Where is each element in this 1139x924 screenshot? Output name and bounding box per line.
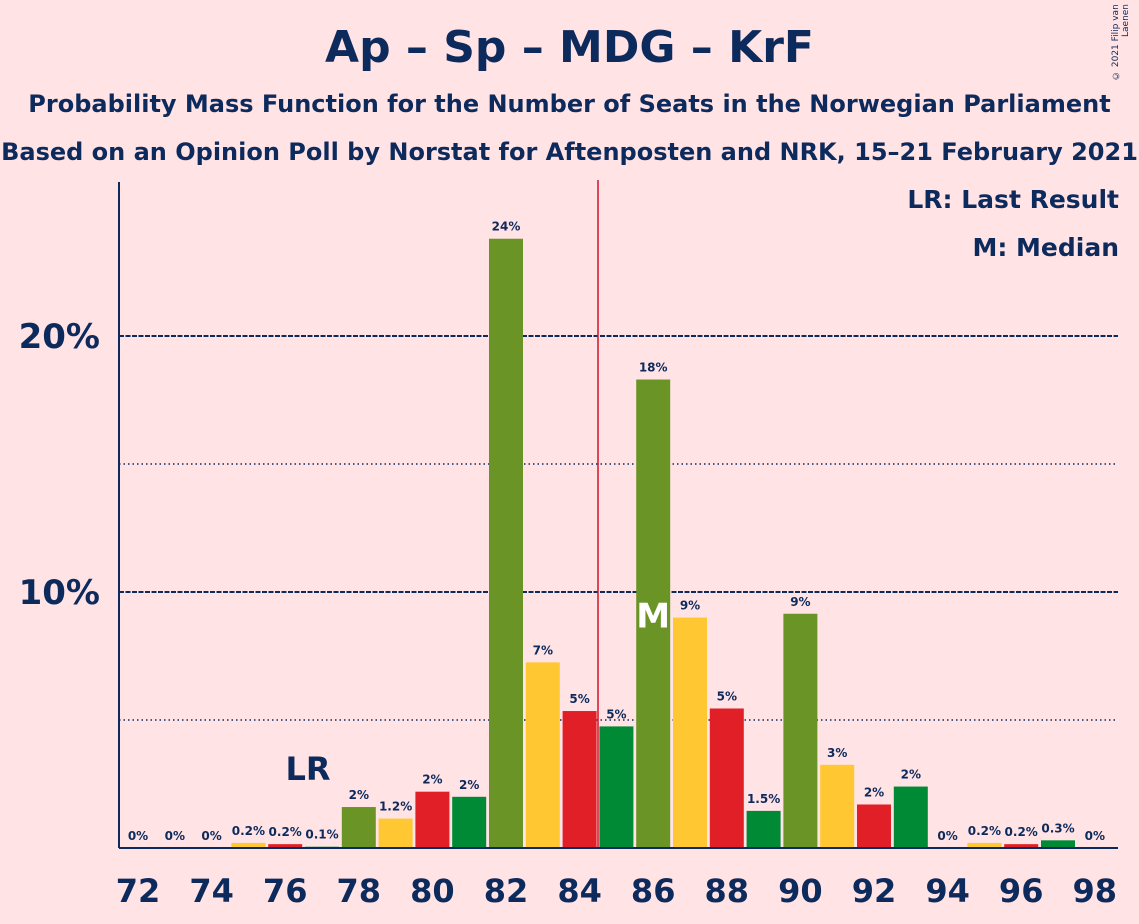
- bar-value-label: 3%: [827, 746, 847, 760]
- bar-seat-84: [562, 711, 597, 848]
- bar-value-label: 1.5%: [747, 792, 780, 806]
- bar-seat-88: [709, 708, 744, 848]
- x-tick-label: 72: [116, 872, 161, 910]
- bar-seat-81: [452, 796, 487, 848]
- bar-seat-91: [820, 764, 855, 848]
- x-tick-label: 96: [999, 872, 1044, 910]
- bar-seat-83: [525, 662, 560, 848]
- bar-value-label: 9%: [790, 595, 810, 609]
- x-tick-label: 78: [337, 872, 382, 910]
- bar-seat-96: [1004, 844, 1039, 848]
- bar-value-label: 5%: [569, 692, 589, 706]
- bar-value-label: 0%: [937, 829, 957, 843]
- chart-subtitle: Probability Mass Function for the Number…: [28, 90, 1111, 118]
- x-tick-label: 86: [631, 872, 676, 910]
- bar-seat-97: [1041, 840, 1075, 848]
- median-marker: M: [636, 597, 670, 637]
- x-tick-label: 90: [778, 872, 823, 910]
- bar-value-label: 7%: [533, 643, 553, 657]
- bar-value-label: 2%: [422, 773, 442, 787]
- bar-seat-82: [489, 238, 523, 849]
- bar-seat-76: [268, 844, 303, 848]
- bar-value-label: 0.2%: [1005, 825, 1038, 839]
- chart-subtitle-poll: Based on an Opinion Poll by Norstat for …: [1, 138, 1138, 166]
- bar-value-label: 0%: [201, 829, 221, 843]
- x-tick-label: 76: [263, 872, 308, 910]
- x-tick-label: 82: [484, 872, 529, 910]
- x-tick-label: 98: [1073, 872, 1118, 910]
- bar-value-label: 0%: [1085, 829, 1105, 843]
- bar-value-label: 0.1%: [305, 828, 338, 842]
- legend-last-result: LR: Last Result: [907, 185, 1119, 214]
- x-tick-label: 88: [705, 872, 750, 910]
- x-tick-label: 80: [410, 872, 455, 910]
- y-tick-label: 20%: [19, 317, 100, 357]
- axes: 10% 20% 72 74 76 78 80 82 84 86 88 90 92 94 96 98: [19, 182, 1118, 910]
- chart-title: Ap – Sp – MDG – KrF: [325, 22, 814, 73]
- x-tick-label: 84: [557, 872, 602, 910]
- last-result-marker: LR: [285, 750, 330, 788]
- bar-seat-79: [378, 818, 413, 848]
- bar-value-label: 18%: [639, 361, 668, 375]
- annotations: 0% 0% 0% 0.2% 0.2% 0.1%2%1.2%2% 2%24%7%5%5%18%…: [128, 180, 1105, 848]
- bar-seat-90: [783, 613, 818, 848]
- bar-value-label: 2%: [459, 778, 479, 792]
- bar-seat-86: [636, 379, 671, 848]
- bar-seat-78: [341, 807, 376, 848]
- bar-value-label: 9%: [680, 599, 700, 613]
- bar-seat-75: [231, 842, 266, 848]
- x-tick-label: 94: [925, 872, 970, 910]
- bar-value-label: 0.2%: [968, 824, 1001, 838]
- bar-seat-87: [673, 617, 707, 848]
- x-tick-label: 92: [852, 872, 897, 910]
- bar-seat-80: [415, 791, 450, 848]
- bar-value-label: 0.3%: [1041, 821, 1074, 835]
- bar-value-label: 5%: [606, 707, 626, 721]
- x-tick-label: 74: [189, 872, 234, 910]
- bars: [231, 238, 1075, 849]
- legend-median: M: Median: [972, 233, 1119, 262]
- bar-value-label: 0%: [165, 829, 185, 843]
- bar-value-label: 24%: [492, 220, 521, 234]
- bar-seat-95: [967, 842, 1002, 848]
- bar-seat-92: [857, 804, 891, 848]
- y-tick-label: 10%: [19, 573, 100, 613]
- bar-seat-89: [746, 810, 781, 848]
- bar-value-label: 5%: [717, 689, 737, 703]
- bar-value-label: 1.2%: [379, 800, 412, 814]
- bar-value-label: 0.2%: [269, 825, 302, 839]
- bar-value-label: 2%: [901, 768, 921, 782]
- bar-value-label: 2%: [864, 785, 884, 799]
- bar-seat-93: [893, 786, 928, 848]
- bar-value-label: 0.2%: [232, 824, 265, 838]
- bar-seat-85: [599, 726, 634, 848]
- bar-value-label: 0%: [128, 829, 148, 843]
- gridlines: [119, 335, 1118, 721]
- bar-value-label: 2%: [349, 788, 369, 802]
